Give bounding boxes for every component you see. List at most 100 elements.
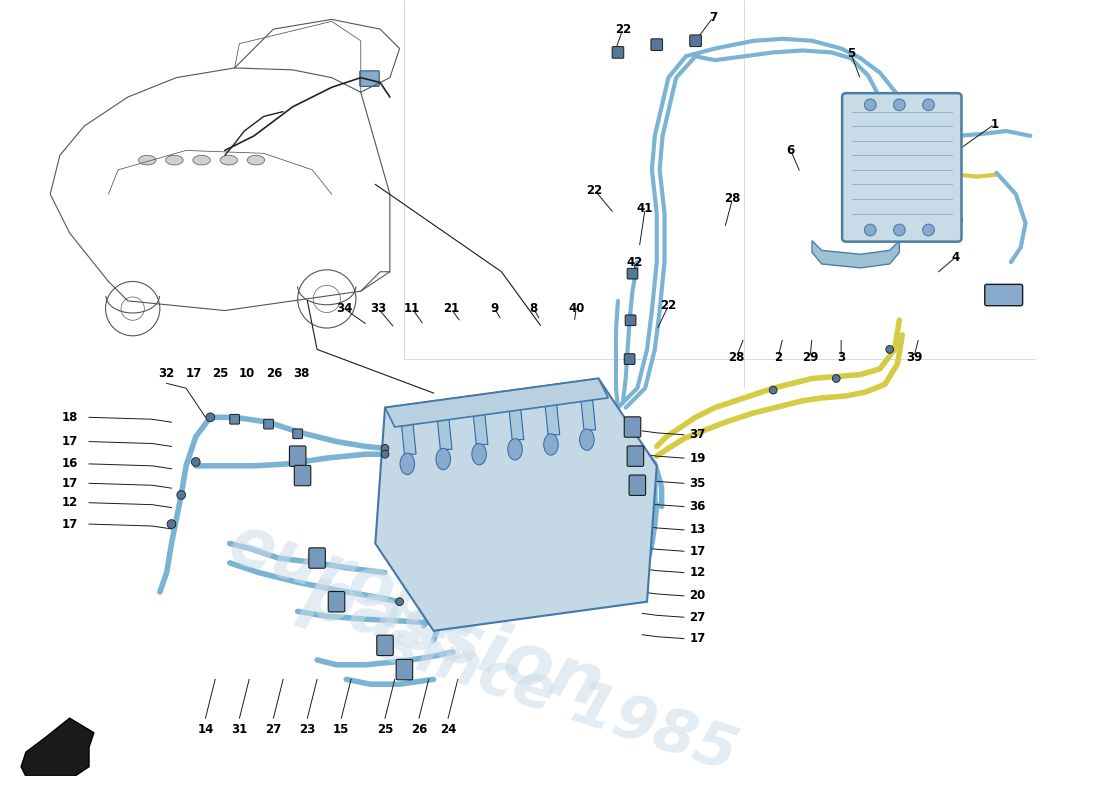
- Text: 28: 28: [728, 350, 745, 364]
- Polygon shape: [507, 391, 524, 440]
- Ellipse shape: [436, 448, 451, 470]
- Text: 34: 34: [337, 302, 352, 315]
- Circle shape: [923, 224, 934, 236]
- Ellipse shape: [472, 443, 486, 465]
- Text: 9: 9: [491, 302, 498, 315]
- FancyBboxPatch shape: [629, 475, 646, 495]
- Text: 32: 32: [158, 367, 175, 380]
- Text: passion: passion: [294, 559, 612, 722]
- Text: 19: 19: [690, 451, 706, 465]
- Text: 28: 28: [724, 193, 740, 206]
- Polygon shape: [385, 378, 608, 427]
- Text: 7: 7: [710, 11, 717, 24]
- Text: 5: 5: [847, 47, 855, 60]
- FancyBboxPatch shape: [377, 635, 394, 655]
- Text: 17: 17: [62, 477, 78, 490]
- Text: 42: 42: [626, 255, 642, 269]
- Text: 26: 26: [266, 367, 283, 380]
- FancyBboxPatch shape: [328, 591, 344, 612]
- Circle shape: [177, 490, 186, 499]
- Text: 41: 41: [637, 202, 653, 215]
- Circle shape: [886, 346, 893, 354]
- FancyBboxPatch shape: [624, 354, 635, 365]
- FancyBboxPatch shape: [309, 548, 326, 568]
- Ellipse shape: [508, 438, 522, 460]
- FancyBboxPatch shape: [264, 419, 274, 429]
- Text: 8: 8: [529, 302, 538, 315]
- Text: 25: 25: [212, 367, 228, 380]
- Text: 26: 26: [410, 723, 427, 736]
- Text: 12: 12: [690, 566, 705, 579]
- Text: 17: 17: [690, 632, 705, 645]
- Text: 27: 27: [265, 723, 282, 736]
- Ellipse shape: [139, 155, 156, 165]
- Text: 17: 17: [62, 435, 78, 448]
- Circle shape: [381, 445, 389, 452]
- Text: 38: 38: [294, 367, 310, 380]
- Polygon shape: [472, 396, 488, 445]
- FancyBboxPatch shape: [690, 35, 702, 46]
- FancyBboxPatch shape: [843, 93, 961, 242]
- Circle shape: [191, 458, 200, 466]
- Polygon shape: [21, 718, 94, 776]
- Text: 22: 22: [615, 22, 631, 36]
- Polygon shape: [436, 401, 452, 450]
- Circle shape: [769, 386, 777, 394]
- FancyBboxPatch shape: [984, 284, 1023, 306]
- Text: 35: 35: [690, 477, 706, 490]
- Ellipse shape: [543, 434, 558, 455]
- Circle shape: [893, 99, 905, 110]
- Text: 23: 23: [299, 723, 316, 736]
- Text: 22: 22: [586, 184, 603, 197]
- Text: 25: 25: [377, 723, 393, 736]
- Polygon shape: [543, 386, 560, 434]
- FancyBboxPatch shape: [627, 268, 638, 279]
- Text: 24: 24: [440, 723, 456, 736]
- FancyBboxPatch shape: [295, 466, 311, 486]
- Circle shape: [206, 413, 214, 422]
- Text: 21: 21: [443, 302, 459, 315]
- FancyBboxPatch shape: [625, 315, 636, 326]
- Circle shape: [381, 450, 389, 458]
- Text: 18: 18: [62, 411, 78, 424]
- Text: 3: 3: [837, 350, 845, 364]
- FancyBboxPatch shape: [289, 446, 306, 466]
- Polygon shape: [375, 378, 657, 631]
- Polygon shape: [579, 382, 595, 430]
- Circle shape: [396, 598, 404, 606]
- Text: 17: 17: [62, 518, 78, 530]
- FancyBboxPatch shape: [627, 446, 644, 466]
- FancyBboxPatch shape: [651, 39, 662, 50]
- Circle shape: [865, 99, 876, 110]
- Text: 22: 22: [660, 299, 676, 312]
- Text: 29: 29: [802, 350, 818, 364]
- Ellipse shape: [220, 155, 238, 165]
- Text: 40: 40: [568, 302, 584, 315]
- Text: 2: 2: [774, 350, 782, 364]
- Text: 16: 16: [62, 458, 78, 470]
- Text: 4: 4: [952, 250, 960, 264]
- Circle shape: [923, 99, 934, 110]
- Text: 13: 13: [690, 523, 705, 536]
- Circle shape: [865, 224, 876, 236]
- Ellipse shape: [248, 155, 265, 165]
- Ellipse shape: [166, 155, 184, 165]
- Text: 31: 31: [231, 723, 248, 736]
- FancyBboxPatch shape: [396, 659, 412, 680]
- Text: 30: 30: [947, 214, 964, 228]
- Text: 11: 11: [404, 302, 420, 315]
- Text: 36: 36: [690, 500, 706, 513]
- Text: europa: europa: [220, 510, 492, 654]
- Ellipse shape: [580, 429, 594, 450]
- Circle shape: [833, 374, 840, 382]
- Text: 12: 12: [62, 496, 78, 510]
- Text: 39: 39: [905, 350, 922, 364]
- FancyBboxPatch shape: [230, 414, 240, 424]
- Circle shape: [167, 520, 176, 529]
- Text: 20: 20: [690, 590, 705, 602]
- Text: 14: 14: [197, 723, 213, 736]
- Ellipse shape: [400, 454, 415, 474]
- Polygon shape: [812, 241, 900, 268]
- Text: 37: 37: [690, 428, 705, 442]
- FancyBboxPatch shape: [624, 417, 640, 438]
